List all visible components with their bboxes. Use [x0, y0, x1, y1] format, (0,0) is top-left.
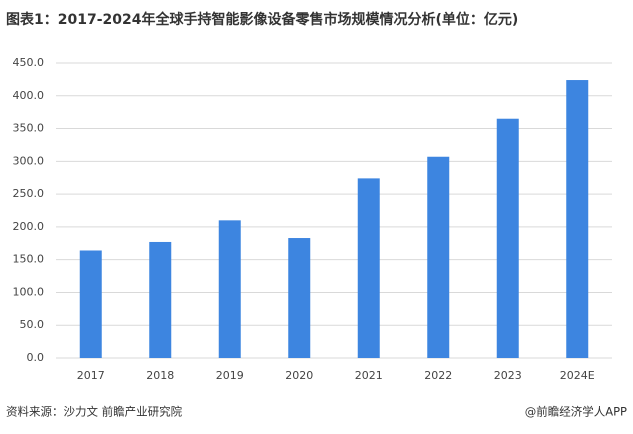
bar	[149, 241, 172, 358]
y-tick-label: 300.0	[13, 154, 45, 167]
y-tick-label: 100.0	[13, 285, 45, 298]
x-tick-label: 2022	[424, 369, 452, 382]
bar	[218, 220, 241, 358]
y-tick-label: 150.0	[13, 253, 45, 266]
bar	[566, 80, 589, 359]
x-tick-label: 2019	[216, 369, 244, 382]
y-tick-label: 400.0	[13, 89, 45, 102]
bar	[79, 250, 102, 358]
y-tick-label: 450.0	[13, 56, 45, 69]
bar	[496, 118, 519, 358]
bar	[288, 238, 311, 358]
y-tick-label: 200.0	[13, 220, 45, 233]
y-tick-label: 50.0	[20, 318, 45, 331]
chart-title: 图表1：2017-2024年全球手持智能影像设备零售市场规模情况分析(单位：亿元…	[6, 11, 518, 28]
y-tick-label: 250.0	[13, 187, 45, 200]
y-tick-label: 0.0	[27, 351, 45, 364]
x-tick-label: 2017	[77, 369, 105, 382]
x-tick-label: 2023	[494, 369, 522, 382]
y-tick-label: 350.0	[13, 122, 45, 135]
bar	[427, 156, 450, 358]
source-note: 资料来源：沙力文 前瞻产业研究院	[6, 405, 183, 419]
x-tick-label: 2020	[285, 369, 313, 382]
x-tick-label: 2024E	[560, 369, 595, 382]
credit: @前瞻经济学人APP	[525, 405, 627, 419]
bar	[357, 178, 380, 358]
x-tick-label: 2021	[355, 369, 383, 382]
x-tick-label: 2018	[146, 369, 174, 382]
